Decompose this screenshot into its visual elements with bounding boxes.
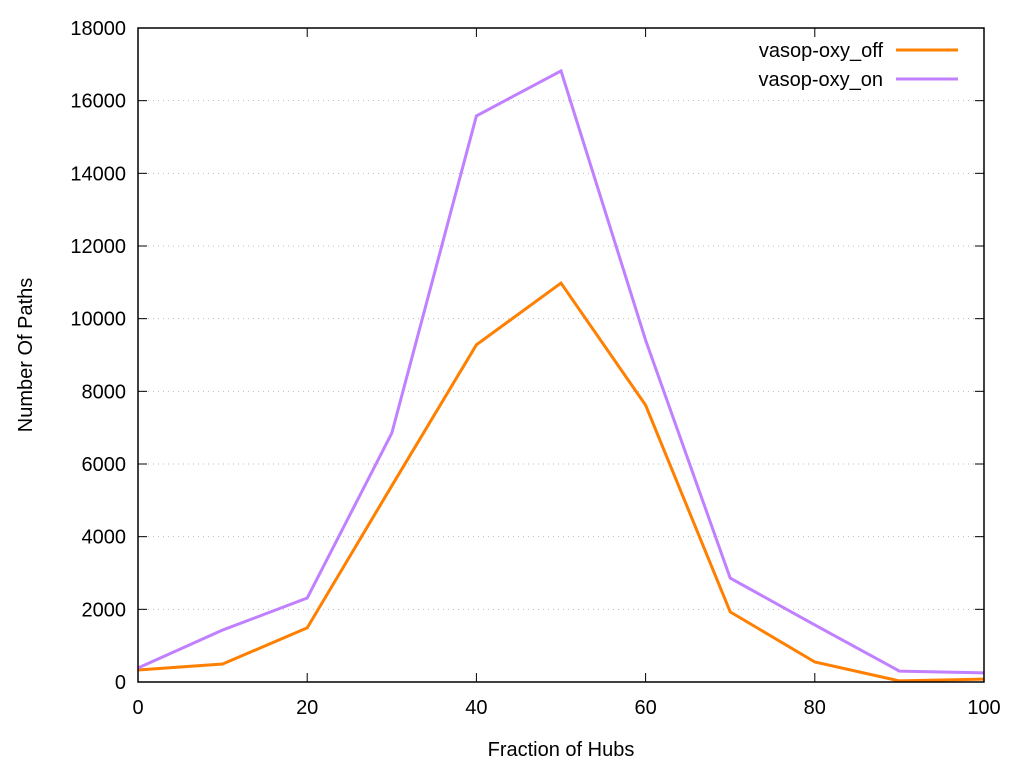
legend-label: vasop-oxy_off — [759, 40, 884, 62]
legend: vasop-oxy_off vasop-oxy_on — [758, 40, 958, 91]
x-tick-label: 60 — [634, 697, 656, 719]
y-tick-label: 12000 — [70, 236, 126, 258]
axis-ticks: 0 2000 4000 6000 8000 10000 12000 14000 16000 180… — [70, 18, 1000, 719]
y-tick-label: 18000 — [70, 18, 126, 40]
x-axis-label: Fraction of Hubs — [488, 739, 635, 761]
series-lines — [137, 68, 985, 683]
y-tick-label: 4000 — [82, 527, 127, 549]
y-tick-label: 14000 — [70, 163, 126, 185]
y-tick-label: 8000 — [82, 381, 127, 403]
y-tick-label: 6000 — [82, 454, 127, 476]
legend-label: vasop-oxy_on — [758, 69, 883, 91]
series-line-vasop-oxy_on — [137, 68, 985, 675]
y-axis-label: Number Of Paths — [15, 278, 37, 433]
x-tick-label: 100 — [967, 697, 1000, 719]
x-tick-label: 0 — [132, 697, 143, 719]
series-line-vasop-oxy_off — [137, 280, 985, 683]
grid-lines — [138, 100, 984, 610]
y-tick-label: 16000 — [70, 91, 126, 113]
x-tick-label: 80 — [804, 697, 826, 719]
y-tick-label: 10000 — [70, 309, 126, 331]
x-tick-label: 20 — [296, 697, 318, 719]
y-tick-label: 2000 — [82, 599, 127, 621]
x-tick-label: 40 — [465, 697, 487, 719]
y-tick-label: 0 — [115, 672, 126, 694]
plot-frame — [137, 27, 985, 683]
